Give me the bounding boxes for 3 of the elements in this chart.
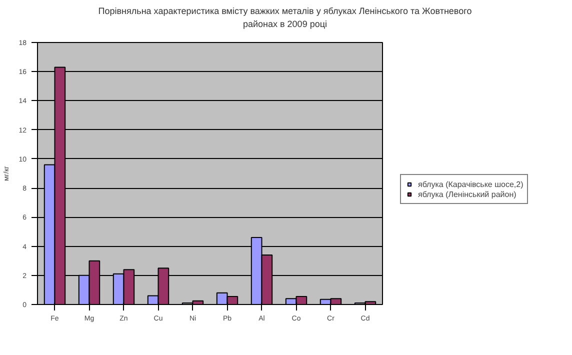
chart-title: Порівняльна характеристика вмісту важких металів у яблуках Ленінського та Жовтневого районах в 2009 році [98,5,472,31]
legend-label: яблука (Ленінський район) [418,189,516,200]
legend-label: яблука (Карачівське шосе,2) [418,179,524,190]
